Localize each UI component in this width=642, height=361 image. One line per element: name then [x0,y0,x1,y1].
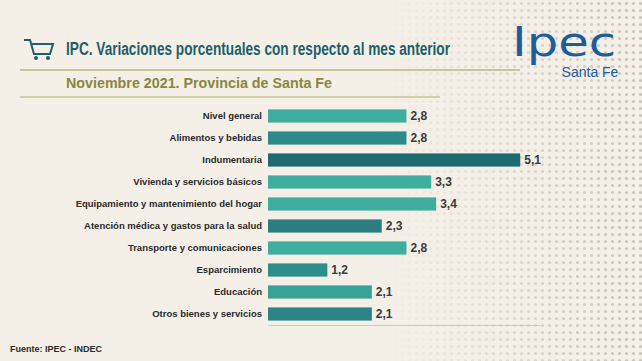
data-label: 2,8 [410,131,427,145]
bar [268,197,436,210]
chart: IPC. Variaciones porcentuales con respec… [0,0,642,361]
bar [268,109,406,122]
title: IPC. Variaciones porcentuales con respec… [66,39,450,59]
bar [268,153,520,166]
data-label: 3,3 [435,175,452,189]
y-tick: Atención médica y gastos para la salud [84,220,262,231]
y-tick-label: Equipamiento y mantenimiento del hogar [76,198,263,209]
header-rule [20,97,440,98]
bar [268,131,406,144]
data-label: 1,2 [331,263,348,277]
background [0,0,642,361]
data-label: 2,8 [410,241,427,255]
bars [268,109,520,320]
source: Fuente: IPEC - INDEC [10,344,103,354]
y-tick-label: Otros bienes y servicios [152,308,262,319]
bar [268,285,372,298]
y-axis: Nivel general Alimentos y bebidas Indument… [76,110,263,319]
y-tick-label: Educación [214,286,262,297]
y-tick-label: Atención médica y gastos para la salud [84,220,262,231]
cart-icon [24,40,53,60]
data-labels: 2,8 2,8 5,1 3,3 3,4 2,3 2,8 1,2 2,1 2,1 [331,109,541,321]
y-tick-label: Nivel general [203,110,262,121]
y-tick-label: Alimentos y bebidas [170,132,262,143]
y-tick: Educación [214,286,262,297]
y-tick-label: Indumentaria [202,154,262,165]
y-tick: Equipamiento y mantenimiento del hogar [76,198,263,209]
data-label: 2,3 [386,219,403,233]
bar [268,263,327,276]
header-rule [20,70,520,71]
y-tick-label: Vivienda y servicios básicos [133,176,262,187]
bar [268,241,406,254]
logo-subtitle: Santa Fe [562,64,619,80]
y-tick: Vivienda y servicios básicos [133,176,262,187]
y-tick: Indumentaria [202,154,262,165]
y-tick-label: Transporte y comunicaciones [128,242,262,253]
y-tick-label: Esparcimiento [197,264,263,275]
y-tick: Esparcimiento [197,264,263,275]
x-axis-line [269,325,541,326]
x-axis [269,325,541,326]
bar [268,219,382,232]
data-label: 5,1 [524,153,541,167]
bar [268,307,372,320]
y-tick: Nivel general [203,110,262,121]
bar [268,175,431,188]
logo: Ipec [512,19,616,65]
y-tick: Alimentos y bebidas [170,132,262,143]
y-tick: Transporte y comunicaciones [128,242,262,253]
data-label: 2,1 [376,307,393,321]
y-tick: Otros bienes y servicios [152,308,262,319]
data-label: 3,4 [440,197,457,211]
data-label: 2,1 [376,285,393,299]
subtitle: Noviembre 2021. Provincia de Santa Fe [66,75,332,91]
data-label: 2,8 [410,109,427,123]
